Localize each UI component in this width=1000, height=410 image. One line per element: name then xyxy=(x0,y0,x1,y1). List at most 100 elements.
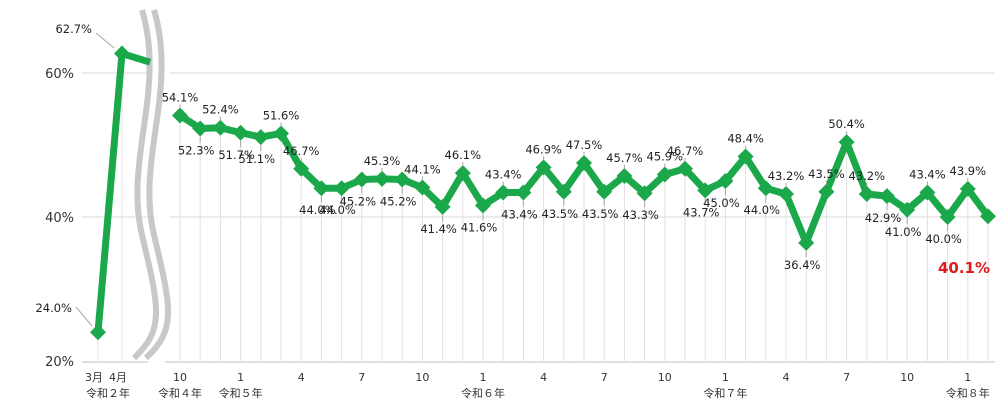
data-point xyxy=(778,185,794,202)
data-label: 43.5% xyxy=(808,167,845,181)
data-label: 45.2% xyxy=(340,195,377,209)
data-label: 46.1% xyxy=(445,148,482,162)
data-label: 44.0% xyxy=(744,203,781,217)
break-wave xyxy=(143,9,171,361)
category-lines xyxy=(97,61,989,362)
era-label: 令和４年 xyxy=(158,386,202,400)
x-tick-label: 7 xyxy=(843,371,850,384)
data-label: 43.4% xyxy=(909,168,946,182)
data-point xyxy=(697,182,714,199)
data-point xyxy=(959,180,976,197)
break-wave xyxy=(131,9,159,361)
data-point xyxy=(232,124,249,141)
data-point xyxy=(495,184,512,201)
era-label: 令和６年 xyxy=(461,386,505,400)
y-tick-label: 60% xyxy=(45,67,74,82)
x-tick-label: 10 xyxy=(173,371,187,384)
data-label: 44.0% xyxy=(319,203,356,217)
data-point xyxy=(636,185,653,202)
data-label: 43.2% xyxy=(849,169,886,183)
y-axis: 60% 40% 20% xyxy=(45,67,74,370)
x-tick-label: 10 xyxy=(900,371,914,384)
x-tick-label: 1 xyxy=(722,371,729,384)
data-label: 45.7% xyxy=(606,151,643,165)
series-line-group xyxy=(90,45,996,341)
data-label: 51.7% xyxy=(218,148,255,162)
data-label: 43.5% xyxy=(542,207,579,221)
data-label: 43.2% xyxy=(768,169,805,183)
data-point xyxy=(656,166,673,183)
data-point xyxy=(919,184,936,201)
data-point xyxy=(980,208,996,225)
data-point xyxy=(313,180,330,197)
data-label: 46.9% xyxy=(525,142,562,156)
gridlines xyxy=(82,72,995,363)
x-tick-label: 7 xyxy=(601,371,608,384)
data-label: 46.7% xyxy=(667,144,704,158)
x-tick-label: 4 xyxy=(783,371,790,384)
data-label: 46.7% xyxy=(283,144,320,158)
data-label: 47.5% xyxy=(566,138,603,152)
data-point xyxy=(252,129,269,146)
data-point xyxy=(757,180,774,197)
data-point xyxy=(555,183,572,200)
x-tick-label: 1 xyxy=(237,371,244,384)
data-label: 52.4% xyxy=(202,103,239,117)
data-label: 43.4% xyxy=(485,168,522,182)
y-tick-label: 20% xyxy=(45,355,74,370)
data-label: 43.9% xyxy=(950,164,987,178)
data-point xyxy=(414,179,431,196)
data-point xyxy=(454,165,471,182)
data-point xyxy=(939,209,956,225)
data-label: 62.7% xyxy=(55,22,92,36)
data-point xyxy=(879,188,895,205)
data-label: 50.4% xyxy=(828,117,865,131)
data-label: 48.4% xyxy=(727,132,764,146)
data-point xyxy=(273,125,289,142)
data-point xyxy=(717,173,734,189)
data-label: 51.1% xyxy=(239,152,276,166)
data-label: 41.4% xyxy=(420,222,457,236)
data-point xyxy=(798,234,815,251)
data-label: 41.6% xyxy=(461,220,498,234)
data-point xyxy=(333,180,350,197)
data-point xyxy=(172,107,188,124)
data-label: 45.2% xyxy=(380,195,417,209)
data-label: 45.0% xyxy=(703,196,740,210)
axis-break-mark xyxy=(131,9,171,361)
data-point xyxy=(434,198,451,215)
data-point xyxy=(576,155,592,171)
data-point xyxy=(475,197,491,214)
x-tick-label: 7 xyxy=(358,371,365,384)
data-label: 52.3% xyxy=(178,143,215,157)
data-point xyxy=(293,160,310,177)
data-label: 45.9% xyxy=(647,150,684,164)
data-point xyxy=(90,324,106,341)
label-leaders xyxy=(75,32,969,327)
data-point xyxy=(394,171,411,188)
data-point xyxy=(737,148,754,165)
x-tick-label: 1 xyxy=(964,371,971,384)
data-label: 43.7% xyxy=(683,205,720,219)
data-label: 44.1% xyxy=(404,162,441,176)
last-value-label: 40.1% xyxy=(938,259,990,277)
data-point xyxy=(192,120,209,137)
x-tick-label: 10 xyxy=(658,371,672,384)
data-point xyxy=(515,184,532,201)
data-point xyxy=(353,171,370,188)
era-label: 令和２年 xyxy=(86,386,130,400)
data-label: 43.4% xyxy=(501,208,538,222)
data-point xyxy=(838,134,855,151)
era-label: 令和５年 xyxy=(219,386,263,400)
data-point xyxy=(858,185,875,202)
x-tick-label: 4 xyxy=(540,371,547,384)
data-point xyxy=(616,167,633,184)
data-label: 40.0% xyxy=(925,232,962,246)
data-label: 51.6% xyxy=(263,108,300,122)
series-line xyxy=(94,50,152,333)
x-tick-label: 10 xyxy=(415,371,429,384)
data-label: 43.3% xyxy=(622,208,659,222)
data-label: 43.5% xyxy=(582,207,619,221)
